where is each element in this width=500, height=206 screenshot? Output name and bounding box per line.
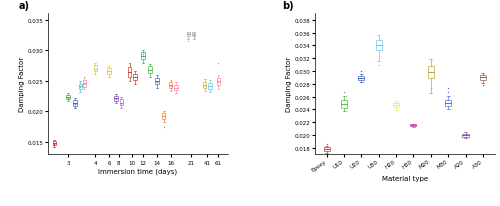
Bar bbox=[216, 79, 220, 86]
Bar bbox=[480, 76, 486, 80]
Text: b): b) bbox=[282, 1, 294, 11]
X-axis label: Material type: Material type bbox=[382, 175, 428, 181]
Bar bbox=[428, 67, 434, 79]
Bar bbox=[108, 69, 110, 74]
Bar bbox=[410, 125, 416, 126]
Bar bbox=[445, 100, 451, 107]
Bar bbox=[162, 114, 166, 120]
Text: a): a) bbox=[18, 1, 30, 11]
Y-axis label: Damping Factor: Damping Factor bbox=[286, 57, 292, 112]
Bar bbox=[324, 147, 330, 151]
Bar bbox=[148, 67, 152, 74]
Bar bbox=[174, 85, 178, 91]
Bar bbox=[376, 41, 382, 51]
Bar bbox=[203, 83, 206, 89]
Bar bbox=[52, 142, 56, 145]
Bar bbox=[78, 84, 82, 90]
Bar bbox=[134, 74, 136, 81]
Bar bbox=[128, 68, 131, 77]
Bar bbox=[120, 100, 123, 106]
Bar bbox=[155, 79, 158, 85]
Bar bbox=[114, 96, 117, 101]
Bar bbox=[393, 104, 399, 108]
Bar bbox=[208, 84, 212, 90]
Bar bbox=[82, 81, 86, 87]
Bar bbox=[192, 33, 196, 37]
Bar bbox=[462, 134, 468, 137]
Y-axis label: Damping Factor: Damping Factor bbox=[19, 57, 25, 112]
Bar bbox=[358, 77, 364, 81]
Bar bbox=[94, 66, 97, 72]
Bar bbox=[169, 83, 172, 89]
Bar bbox=[341, 101, 347, 108]
Bar bbox=[66, 95, 70, 100]
Bar bbox=[142, 53, 145, 60]
X-axis label: Immersion time (days): Immersion time (days) bbox=[98, 168, 178, 174]
Bar bbox=[186, 32, 190, 37]
Bar bbox=[73, 101, 76, 106]
